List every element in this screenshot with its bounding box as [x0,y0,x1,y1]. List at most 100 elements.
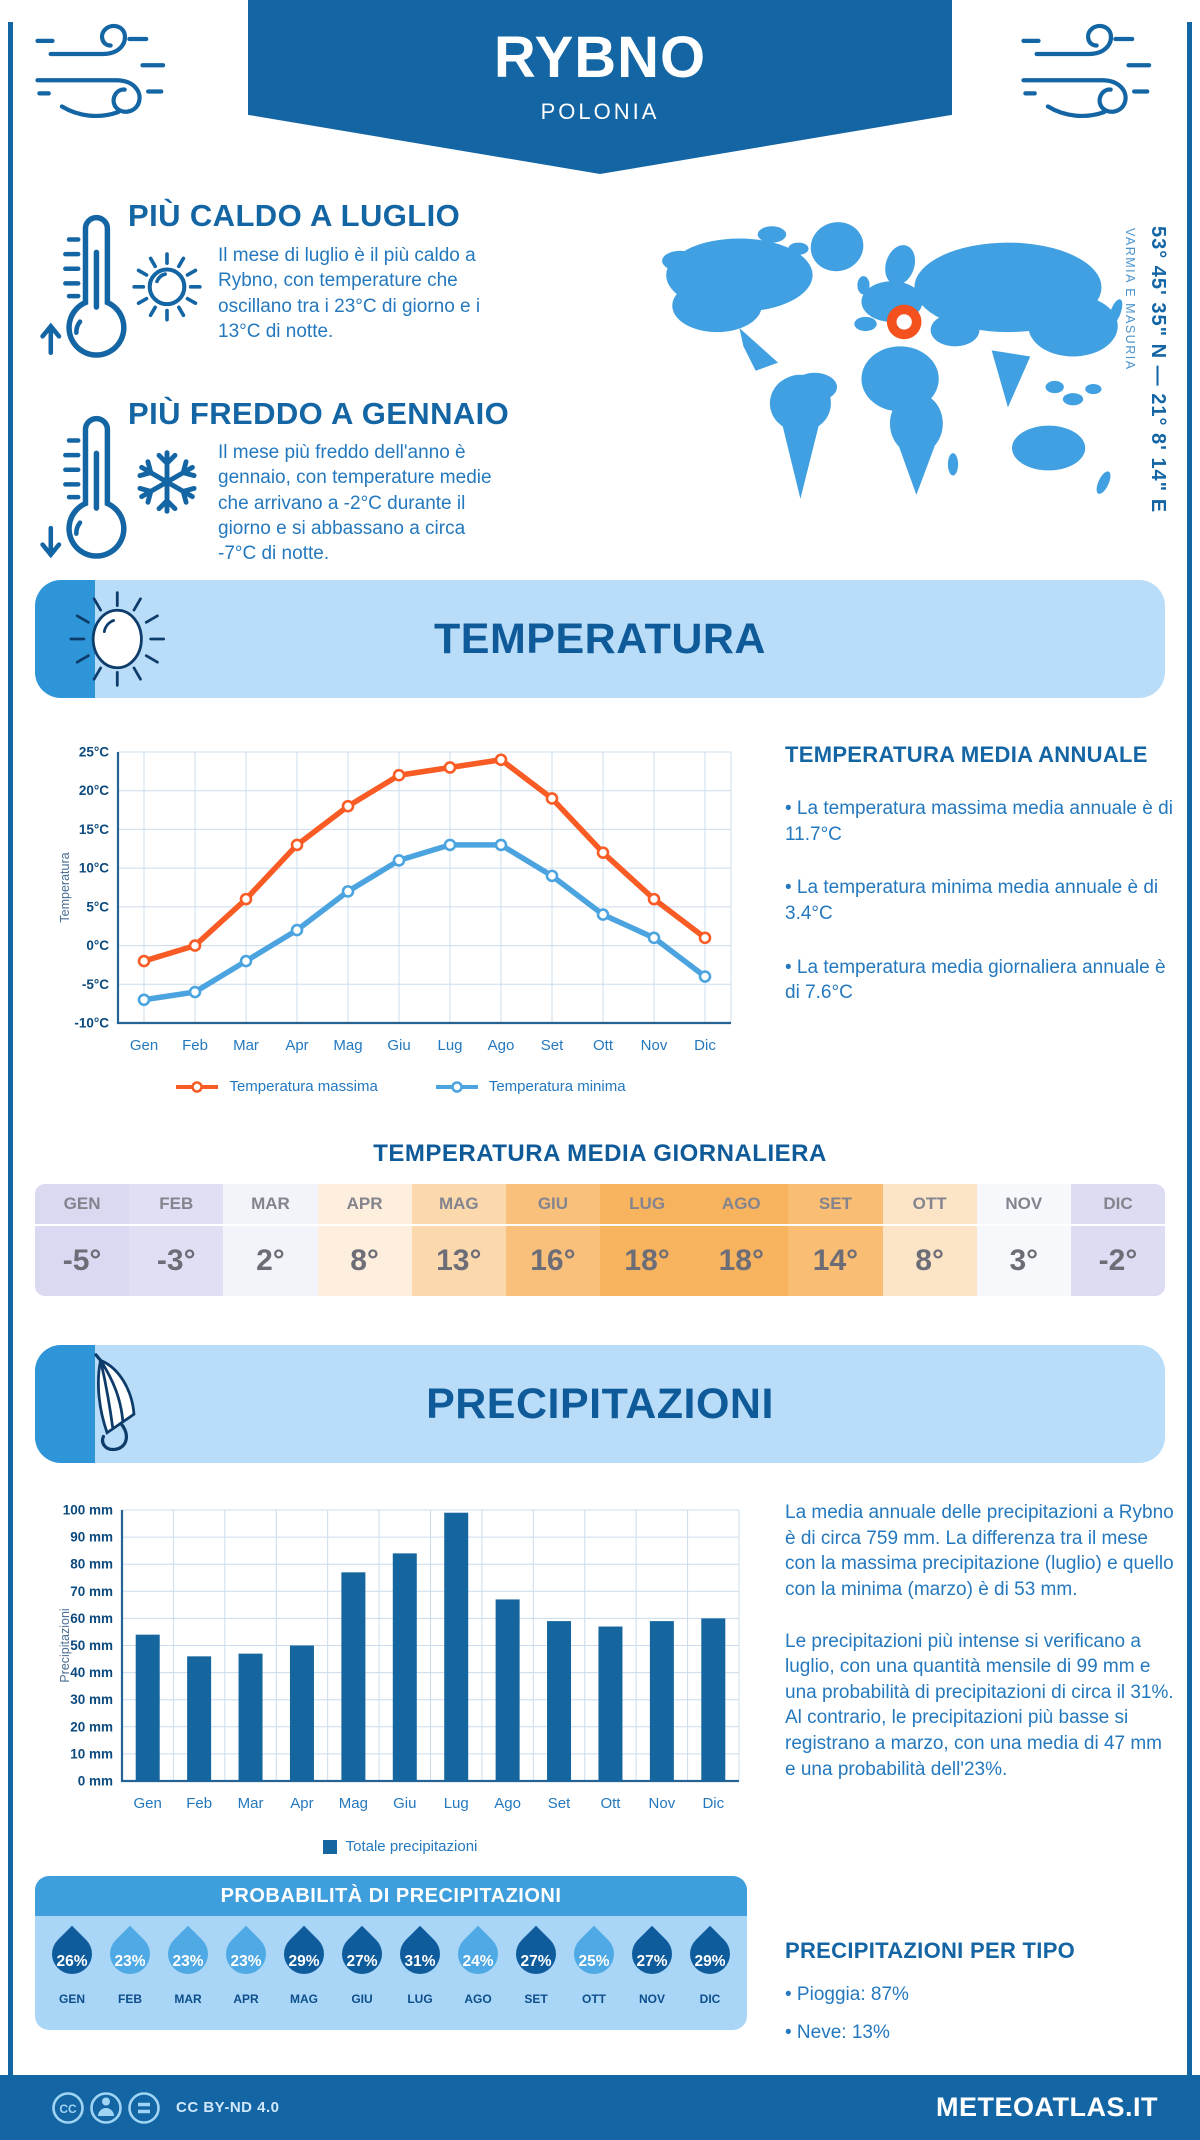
warmest-month-title: PIÙ CALDO A LUGLIO [128,198,461,233]
precipitation-section-banner: PRECIPITAZIONI [35,1345,1165,1463]
warmest-month-text: Il mese di luglio è il più caldo a Rybno… [218,245,481,342]
annual-bullet: • La temperatura minima media annuale è … [785,877,1159,924]
droplet-giu: 27% GIU [333,1925,391,2022]
month-header: SET [788,1184,883,1226]
coldest-month-text: Il mese più freddo dell'anno è gennaio, … [218,442,492,565]
svg-text:40 mm: 40 mm [70,1665,113,1680]
probability-value: 23% [172,1953,204,1970]
svg-text:Gen: Gen [134,1795,162,1812]
month-temperature: 8° [350,1244,379,1277]
month-header: AGO [694,1184,789,1226]
annual-bullet: • La temperatura media giornaliera annua… [785,956,1166,1004]
per-type-title: PRECIPITAZIONI PER TIPO [785,1938,1076,1963]
daily-temperature-table: GEN -5° FEB -3° MAR 2° APR 8° MAG 13° GIU 16° LUG 18°… [35,1184,1165,1296]
droplet-month-label: AGO [464,1992,492,2006]
country-subtitle: POLONIA [540,99,660,124]
svg-text:Nov: Nov [641,1037,668,1054]
month-header: LUG [600,1184,695,1226]
month-column-gen: GEN -5° [35,1184,130,1296]
month-temperature: 16° [530,1244,576,1277]
precipitation-summary: La media annuale delle precipitazioni a … [785,1500,1175,1782]
coordinates-label: 53° 45' 35" N — 21° 8' 14" E [1147,226,1169,514]
svg-text:70 mm: 70 mm [70,1584,113,1599]
page-border-right [1187,22,1192,2075]
probability-value: 27% [520,1953,552,1970]
svg-text:90 mm: 90 mm [70,1530,113,1545]
svg-text:Mar: Mar [233,1037,259,1054]
svg-text:Apr: Apr [290,1795,313,1812]
svg-text:Gen: Gen [130,1037,158,1054]
droplet-month-label: GIU [351,1992,373,2006]
annual-temperature-title: TEMPERATURA MEDIA ANNUALE [785,742,1148,767]
svg-text:Ott: Ott [593,1037,614,1054]
svg-text:Apr: Apr [285,1037,308,1054]
droplet-month-label: MAR [174,1992,202,2006]
month-column-lug: LUG 18° [600,1184,695,1296]
droplet-month-label: APR [233,1992,259,2006]
precipitation-paragraph: La media annuale delle precipitazioni a … [785,1502,1174,1600]
legend-item: Totale precipitazioni [322,1838,477,1855]
probability-value: 24% [462,1953,494,1970]
probability-value: 23% [230,1953,262,1970]
probability-value: 31% [404,1953,436,1970]
month-temperature: 14° [812,1244,859,1277]
month-temperature: 18° [718,1244,764,1277]
svg-text:CC: CC [59,2102,77,2116]
droplet-nov: 27% NOV [623,1925,681,2022]
svg-text:25°C: 25°C [79,745,109,760]
month-header: OTT [882,1184,977,1226]
droplet-gen: 26% GEN [43,1925,101,2022]
svg-text:Precipitazioni: Precipitazioni [58,1608,72,1682]
per-type-item: • Neve: 13% [785,2021,890,2043]
droplet-apr: 23% APR [217,1925,275,2022]
cc-by-nd-icons: CC [52,2091,160,2124]
daily-temperature-title: TEMPERATURA MEDIA GIORNALIERA [373,1140,827,1167]
wind-icon [1021,23,1152,119]
probability-value: 26% [56,1953,88,1970]
droplet-dic: 29% DIC [681,1925,739,2022]
svg-text:Feb: Feb [182,1037,208,1054]
month-column-mar: MAR 2° [223,1184,318,1296]
droplet-lug: 31% LUG [391,1925,449,2022]
month-header: GEN [35,1184,130,1226]
month-header: FEB [129,1184,224,1226]
sun-banner-icon [69,591,166,687]
droplet-mar: 23% MAR [159,1925,217,2022]
svg-text:Set: Set [548,1795,571,1812]
droplet-month-label: FEB [118,1992,142,2006]
svg-text:Mag: Mag [333,1037,362,1054]
brand-label: METEOATLAS.IT [936,2092,1158,2122]
svg-text:60 mm: 60 mm [70,1611,113,1626]
month-column-feb: FEB -3° [129,1184,224,1296]
month-temperature: 8° [915,1244,944,1277]
probability-value: 25% [578,1953,610,1970]
month-header: DIC [1070,1184,1165,1226]
svg-text:15°C: 15°C [79,822,109,837]
thermometer-down-icon [40,415,127,559]
precipitation-section-title: PRECIPITAZIONI [426,1379,774,1428]
annual-temperature-summary: TEMPERATURA MEDIA ANNUALE • La temperatu… [785,742,1175,1006]
svg-text:Mar: Mar [238,1795,264,1812]
svg-text:Ago: Ago [494,1795,521,1812]
temperature-section-title: TEMPERATURA [434,614,766,663]
month-header: MAR [223,1184,318,1226]
license-block: CC CC BY-ND 4.0 [50,2088,280,2128]
svg-text:Ago: Ago [488,1037,515,1054]
svg-text:Set: Set [541,1037,564,1054]
probability-droplets: 26% GEN 23% FEB 23% MAR 23% APR 29% MAG 27% GIU 31% L… [35,1916,747,2030]
svg-text:Giu: Giu [387,1037,410,1054]
temperature-line-chart: -10°C -5°C 0°C 5°C 10°C 15°C 20°C 25°C Gen Feb Mar… [58,745,732,1054]
droplet-feb: 23% FEB [101,1925,159,2022]
bar-chart-legend: Totale precipitazioni [120,1838,680,1855]
month-temperature: 13° [436,1244,482,1277]
svg-text:0 mm: 0 mm [78,1774,113,1789]
svg-text:-10°C: -10°C [74,1016,109,1031]
svg-text:Dic: Dic [702,1795,724,1812]
svg-text:Feb: Feb [186,1795,212,1812]
probability-value: 29% [288,1953,320,1970]
droplet-ago: 24% AGO [449,1925,507,2022]
precipitation-by-type: PRECIPITAZIONI PER TIPO • Pioggia: 87% •… [785,1938,1175,2045]
month-column-mag: MAG 13° [411,1184,506,1296]
location-marker [886,304,922,340]
droplet-month-label: DIC [699,1992,721,2006]
